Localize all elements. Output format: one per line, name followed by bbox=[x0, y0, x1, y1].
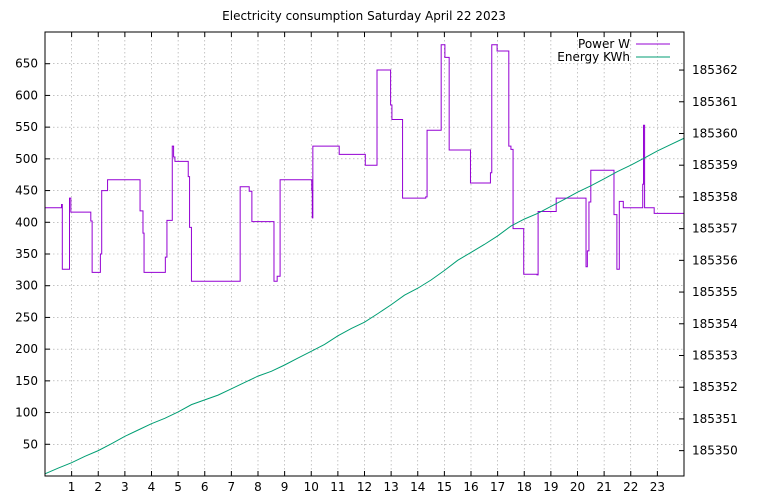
x-tick-label: 19 bbox=[543, 480, 558, 494]
y-tick-label: 500 bbox=[15, 152, 38, 166]
x-tick-label: 12 bbox=[357, 480, 372, 494]
series-layer bbox=[44, 44, 685, 475]
x-tick-label: 15 bbox=[437, 480, 452, 494]
y2-tick-label: 185359 bbox=[692, 158, 738, 172]
y2-tick-label: 185353 bbox=[692, 348, 738, 362]
y2-tick-label: 185350 bbox=[692, 444, 738, 458]
y2-tick-label: 185354 bbox=[692, 317, 738, 331]
power-series-line bbox=[45, 44, 684, 282]
y-tick-label: 400 bbox=[15, 215, 38, 229]
y-tick-label: 300 bbox=[15, 279, 38, 293]
y-tick-label: 450 bbox=[15, 184, 38, 198]
energy-series-line bbox=[44, 137, 685, 475]
plot-frame bbox=[44, 31, 685, 477]
x-tick-label: 10 bbox=[304, 480, 319, 494]
y2-tick-label: 185360 bbox=[692, 126, 738, 140]
y2-tick-label: 185352 bbox=[692, 380, 738, 394]
y-tick-label: 650 bbox=[15, 57, 38, 71]
x-tick-label: 6 bbox=[201, 480, 209, 494]
y2-tick-label: 185357 bbox=[692, 222, 738, 236]
x-tick-label: 3 bbox=[121, 480, 129, 494]
y-tick-label: 250 bbox=[15, 310, 38, 324]
y2-tick-label: 185358 bbox=[692, 190, 738, 204]
x-tick-label: 4 bbox=[148, 480, 156, 494]
y-tick-label: 350 bbox=[15, 247, 38, 261]
x-tick-label: 23 bbox=[650, 480, 665, 494]
legend-label: Energy KWh bbox=[557, 50, 630, 64]
y2-tick-label: 185351 bbox=[692, 412, 738, 426]
y-tick-label: 50 bbox=[23, 437, 38, 451]
x-tick-label: 2 bbox=[94, 480, 102, 494]
y2-tick-label: 185361 bbox=[692, 95, 738, 109]
x-tick-label: 11 bbox=[330, 480, 345, 494]
x-tick-label: 22 bbox=[623, 480, 638, 494]
x-tick-label: 9 bbox=[281, 480, 289, 494]
legend-label: Power W bbox=[578, 37, 630, 51]
y-tick-label: 600 bbox=[15, 88, 38, 102]
grid-lines bbox=[45, 32, 684, 476]
x-tick-label: 17 bbox=[490, 480, 505, 494]
x-tick-label: 8 bbox=[254, 480, 262, 494]
chart-title: Electricity consumption Saturday April 2… bbox=[222, 9, 506, 23]
axis-ticks: 1 2 3 4 5 6 7 8 9 10 11 12 13 14 15 16 17 18 19 20 21 22 23501… bbox=[15, 32, 738, 494]
x-tick-label: 18 bbox=[517, 480, 532, 494]
y-tick-label: 550 bbox=[15, 120, 38, 134]
x-tick-label: 7 bbox=[228, 480, 236, 494]
x-tick-label: 21 bbox=[596, 480, 611, 494]
y2-tick-label: 185362 bbox=[692, 63, 738, 77]
x-tick-label: 16 bbox=[463, 480, 478, 494]
x-tick-label: 5 bbox=[174, 480, 182, 494]
y-tick-label: 100 bbox=[15, 406, 38, 420]
y2-tick-label: 185355 bbox=[692, 285, 738, 299]
x-tick-label: 20 bbox=[570, 480, 585, 494]
x-tick-label: 1 bbox=[68, 480, 76, 494]
x-tick-label: 13 bbox=[383, 480, 398, 494]
x-tick-label: 14 bbox=[410, 480, 425, 494]
y-tick-label: 150 bbox=[15, 374, 38, 388]
y-tick-label: 200 bbox=[15, 342, 38, 356]
y2-tick-label: 185356 bbox=[692, 253, 738, 267]
